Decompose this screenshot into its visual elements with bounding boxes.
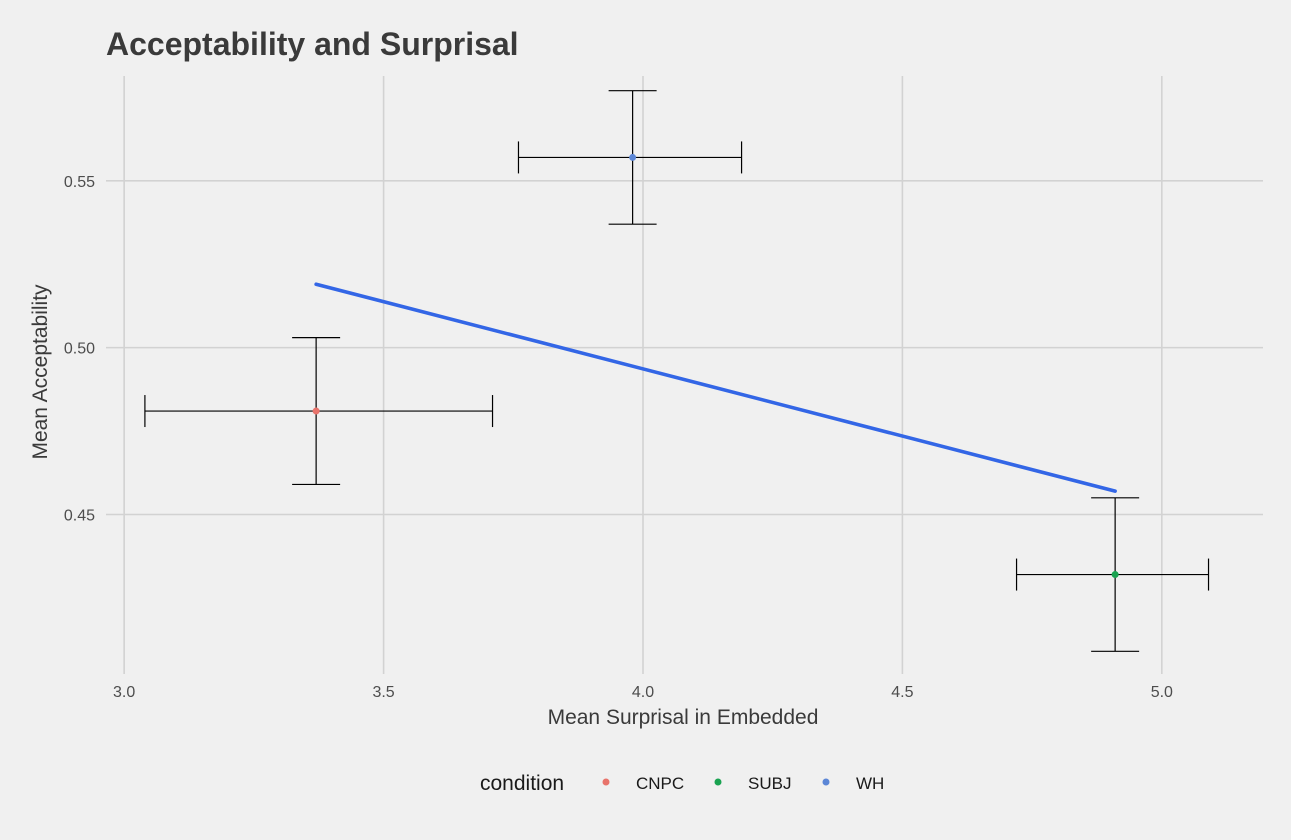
x-tick-label: 5.0 xyxy=(1151,684,1173,701)
legend-label-subj: SUBJ xyxy=(748,774,791,793)
legend: condition CNPC SUBJ WH xyxy=(480,772,884,795)
trend-line xyxy=(314,282,1117,493)
tick-labels: 3.0 3.5 4.0 4.5 5.0 0.45 0.50 0.55 xyxy=(64,174,1173,701)
legend-key-cnpc xyxy=(602,778,610,786)
x-tick-label: 3.0 xyxy=(113,684,135,701)
chart-title: Acceptability and Surprisal xyxy=(106,26,519,62)
y-tick-label: 0.50 xyxy=(64,341,95,358)
data-points xyxy=(312,153,1119,579)
legend-title: condition xyxy=(480,772,564,795)
x-axis-label: Mean Surprisal in Embedded xyxy=(548,706,819,729)
wh-point xyxy=(629,153,637,161)
y-axis-label: Mean Acceptability xyxy=(29,284,52,460)
y-tick-label: 0.45 xyxy=(64,507,95,524)
legend-label-wh: WH xyxy=(856,774,884,793)
grid-lines xyxy=(106,76,1263,674)
legend-key-wh xyxy=(822,778,830,786)
error-bars xyxy=(144,90,1210,652)
legend-label-cnpc: CNPC xyxy=(636,774,684,793)
x-tick-label: 3.5 xyxy=(372,684,394,701)
x-tick-label: 4.5 xyxy=(891,684,913,701)
x-tick-label: 4.0 xyxy=(632,684,654,701)
y-tick-label: 0.55 xyxy=(64,174,95,191)
legend-key-subj xyxy=(714,778,722,786)
trend-line-layer xyxy=(314,282,1117,493)
subj-point xyxy=(1111,571,1119,579)
cnpc-point xyxy=(312,407,320,415)
